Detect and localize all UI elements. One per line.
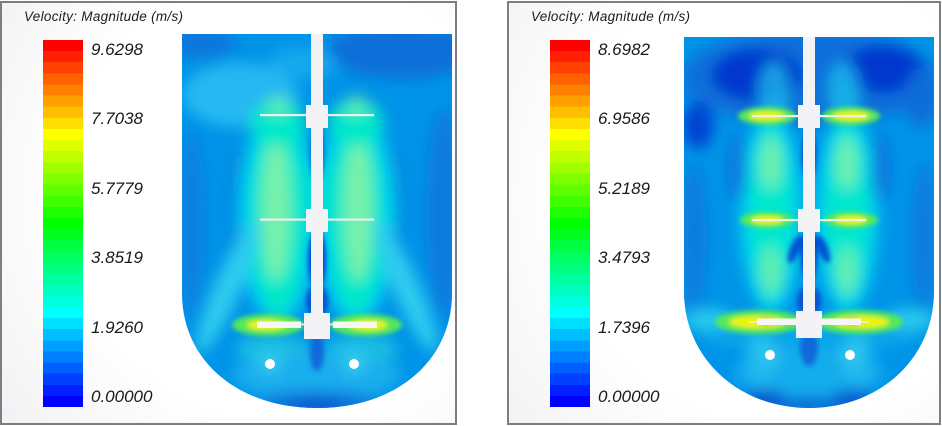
impeller-hub: [798, 105, 820, 128]
legend-title: Velocity: Magnitude (m/s): [24, 9, 184, 24]
colorbar-tick-label: 8.6982: [598, 40, 650, 59]
colorbar-tick-label: 3.4793: [598, 248, 650, 268]
colorbar-tick-label: 0.00000: [598, 387, 660, 406]
colorbar-tick-label: 5.7779: [91, 178, 143, 198]
colorbar-tick-label: 0.00000: [91, 387, 153, 406]
colorbar-tick-label: 9.6298: [91, 40, 143, 59]
impeller-shaft: [803, 37, 815, 313]
impeller-blade: [257, 321, 301, 328]
colorbar: [43, 40, 83, 407]
viewport-panel-left[interactable]: Velocity: Magnitude (m/s) 9.6298 7.7038 5.…: [0, 1, 457, 425]
vessel-contour-plot: [684, 37, 934, 408]
vessel-contour-plot: [182, 34, 452, 408]
sparger-hole: [265, 359, 275, 369]
impeller-hub: [306, 105, 328, 128]
colorbar-tick-label: 6.9586: [598, 109, 650, 129]
impeller-hub: [306, 209, 328, 232]
colorbar: [550, 40, 590, 407]
colorbar-tick-label: 1.9260: [91, 317, 143, 337]
impeller-blade: [333, 321, 377, 328]
colorbar-tick-label: 5.2189: [598, 178, 650, 198]
colorbar-tick-label: 7.7038: [91, 109, 143, 129]
sparger-hole: [845, 350, 855, 360]
viewport-panel-right[interactable]: Velocity: Magnitude (m/s) 8.6982 6.9586 5.…: [507, 1, 941, 425]
sparger-hole: [349, 359, 359, 369]
impeller-hub: [796, 311, 822, 338]
colorbar-tick-label: 1.7396: [598, 317, 650, 337]
sparger-hole: [765, 350, 775, 360]
colorbar-tick-label: 3.8519: [91, 248, 143, 268]
impeller-blade: [818, 318, 861, 325]
vessel-internals: [257, 34, 377, 369]
legend-title: Velocity: Magnitude (m/s): [531, 9, 691, 24]
colorbar-ticks: 8.6982 6.9586 5.2189 3.4793 1.7396 0.00000: [598, 40, 708, 407]
vessel-internals: [749, 37, 869, 360]
impeller-hub: [798, 209, 820, 232]
impeller-shaft: [311, 34, 323, 316]
impeller-blade: [757, 318, 800, 325]
colorbar-ticks: 9.6298 7.7038 5.7779 3.8519 1.9260 0.00000: [91, 40, 201, 407]
contour-blobs: [182, 34, 452, 408]
impeller-hub: [304, 313, 330, 339]
